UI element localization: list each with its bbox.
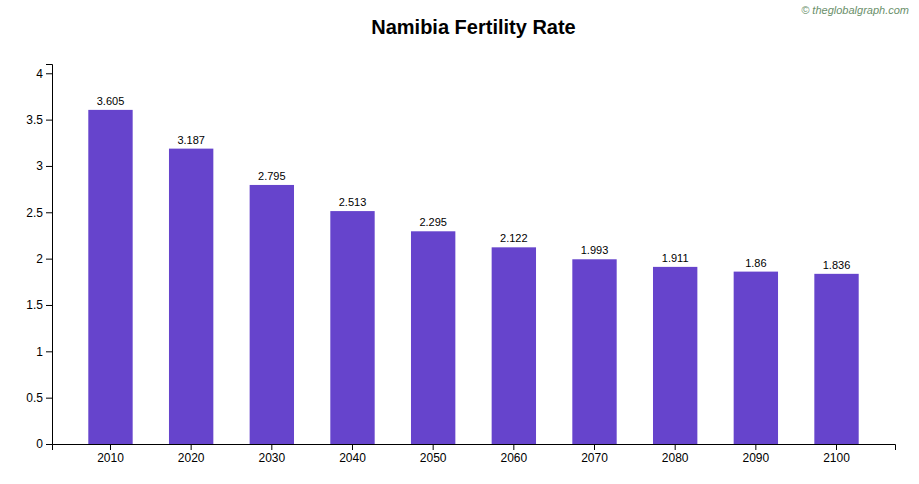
- tick: 2100: [823, 444, 850, 465]
- data-label: 2.295: [419, 216, 447, 228]
- tick: 2020: [178, 444, 205, 465]
- tick-mark: [271, 444, 272, 450]
- data-label: 3.187: [177, 134, 205, 146]
- tick: 1.5: [26, 298, 52, 312]
- bar: [492, 247, 536, 444]
- data-label: 2.122: [500, 232, 528, 244]
- tick-label: 2060: [500, 451, 527, 465]
- tick-label: 2040: [339, 451, 366, 465]
- tick-mark: [110, 444, 111, 450]
- tick-label: 2030: [258, 451, 285, 465]
- tick-label: 3: [36, 159, 43, 173]
- axis-line: [53, 445, 896, 451]
- bar: [411, 231, 455, 444]
- tick-label: 3.5: [26, 113, 43, 127]
- tick-mark: [836, 444, 837, 450]
- tick: 0: [36, 437, 52, 451]
- tick-label: 1: [36, 345, 43, 359]
- tick-label: 2080: [662, 451, 689, 465]
- chart: Namibia Fertility Rate © theglobalgraph.c…: [0, 0, 919, 484]
- tick-mark: [46, 120, 52, 121]
- bar: [653, 267, 697, 444]
- tick-mark: [352, 444, 353, 450]
- tick: 2030: [258, 444, 285, 465]
- bars: [88, 110, 858, 444]
- bar: [572, 259, 616, 444]
- tick-label: 0: [36, 437, 43, 451]
- annotation: © theglobalgraph.com: [801, 4, 909, 16]
- tick-label: 2010: [97, 451, 124, 465]
- tick-label: 2070: [581, 451, 608, 465]
- tick-label: 2.5: [26, 206, 43, 220]
- tick-label: 2100: [823, 451, 850, 465]
- tick-label: 2090: [742, 451, 769, 465]
- tick-label: 1.5: [26, 298, 43, 312]
- tick: 2060: [500, 444, 527, 465]
- data-label: 3.605: [97, 95, 125, 107]
- tick: 2050: [420, 444, 447, 465]
- bar: [330, 211, 374, 444]
- plot: 3.6053.1872.7952.5132.2952.1221.9931.911…: [26, 65, 895, 465]
- data-labels: 3.605 3.187 2.795 2.513 2.295 2.122 1.993 1.911…: [97, 95, 851, 271]
- tick: 2: [36, 252, 52, 266]
- tick-label: 0.5: [26, 391, 43, 405]
- tick: 2010: [97, 444, 124, 465]
- tick-mark: [433, 444, 434, 450]
- tick: 0.5: [26, 391, 52, 405]
- tick-label: 2020: [178, 451, 205, 465]
- data-label: 1.993: [581, 244, 609, 256]
- title: Namibia Fertility Rate: [371, 16, 576, 38]
- data-label: 1.836: [823, 259, 851, 271]
- tick-mark: [755, 444, 756, 450]
- tick-label: 4: [36, 67, 43, 81]
- tick: 2090: [742, 444, 769, 465]
- x-axis: 2010 2020 2030 2040 2050 2060 2070 2080 2090 2100: [53, 444, 896, 465]
- tick-mark: [46, 398, 52, 399]
- tick: 4: [36, 67, 52, 81]
- tick: 3: [36, 159, 52, 173]
- tick-label: 2: [36, 252, 43, 266]
- bar: [250, 185, 294, 444]
- tick-mark: [46, 166, 52, 167]
- tick-mark: [46, 444, 52, 445]
- bar: [814, 274, 858, 444]
- tick-mark: [513, 444, 514, 450]
- tick: 2040: [339, 444, 366, 465]
- bar: [88, 110, 132, 444]
- data-label: 1.911: [662, 252, 689, 264]
- tick-mark: [46, 305, 52, 306]
- tick-mark: [191, 444, 192, 450]
- tick: 2.5: [26, 206, 52, 220]
- axis-line: [46, 65, 53, 445]
- tick-mark: [46, 73, 52, 74]
- tick: 3.5: [26, 113, 52, 127]
- tick-mark: [675, 444, 676, 450]
- data-label: 1.86: [745, 257, 766, 269]
- tick-mark: [594, 444, 595, 450]
- tick-mark: [46, 259, 52, 260]
- tick-mark: [46, 212, 52, 213]
- tick: 1: [36, 345, 52, 359]
- bar: [169, 149, 213, 444]
- tick: 2070: [581, 444, 608, 465]
- bar: [734, 272, 778, 444]
- data-label: 2.795: [258, 170, 286, 182]
- data-label: 2.513: [339, 196, 367, 208]
- tick: 2080: [662, 444, 689, 465]
- tick-mark: [46, 351, 52, 352]
- tick-label: 2050: [420, 451, 447, 465]
- y-axis: 0 0.5 1 1.5 2 2.5 3 3.5 4: [26, 65, 52, 452]
